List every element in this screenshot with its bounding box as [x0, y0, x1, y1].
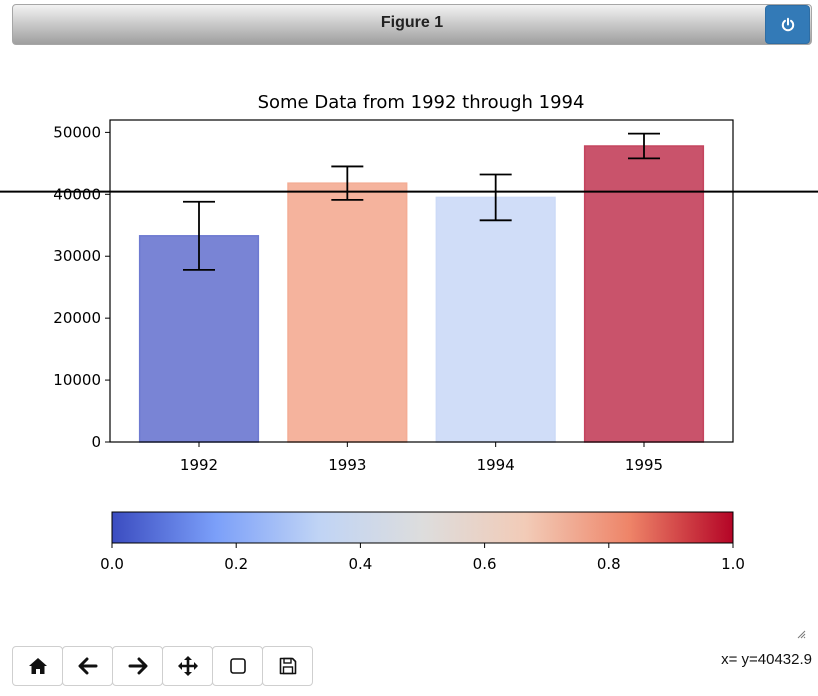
back-button[interactable] — [62, 646, 113, 686]
figure-title: Figure 1 — [380, 14, 444, 31]
colorbar-tick-label: 0.2 — [224, 555, 248, 573]
y-tick-label: 10000 — [53, 371, 101, 389]
bar-1993 — [287, 182, 408, 443]
colorbar-tick-label: 0.0 — [100, 555, 124, 573]
zoom-rect-icon — [229, 658, 246, 674]
save-icon — [279, 657, 296, 675]
colorbar — [111, 511, 734, 544]
arrow-left-icon — [78, 657, 97, 675]
error-bar-1995 — [628, 132, 660, 160]
forward-button[interactable] — [112, 646, 163, 686]
y-tick-label: 0 — [91, 433, 101, 451]
arrow-right-icon — [128, 657, 147, 675]
colorbar-tick-label: 0.4 — [348, 555, 372, 573]
pan-button[interactable] — [162, 646, 213, 686]
home-button[interactable] — [12, 646, 63, 686]
y-tick-label: 50000 — [53, 123, 101, 141]
x-tick-label: 1992 — [180, 456, 218, 474]
bar-1995 — [583, 145, 705, 443]
x-tick-label: 1994 — [477, 456, 515, 474]
move-icon — [177, 656, 198, 676]
chart-title: Some Data from 1992 through 1994 — [258, 92, 585, 113]
error-bar-1992 — [183, 200, 215, 271]
navigation-toolbar — [12, 646, 313, 686]
home-icon — [28, 658, 47, 674]
y-tick-label: 20000 — [53, 309, 101, 327]
colorbar-tick-label: 0.6 — [473, 555, 497, 573]
cursor-readout: x= y=40432.9 — [721, 651, 812, 668]
colorbar-tick-label: 1.0 — [721, 555, 745, 573]
figure-titlebar: Figure 1 — [12, 4, 812, 45]
x-tick-label: 1993 — [328, 456, 366, 474]
error-bar-1993 — [331, 165, 364, 201]
y-tick-label: 30000 — [53, 247, 101, 265]
save-button[interactable] — [262, 646, 313, 686]
colorbar-tick-label: 0.8 — [597, 555, 621, 573]
y-tick-label: 40000 — [53, 185, 101, 203]
close-figure-button[interactable] — [765, 5, 810, 44]
power-icon — [781, 17, 794, 31]
zoom-button[interactable] — [212, 646, 263, 686]
error-bar-1994 — [479, 173, 512, 222]
plot-area-frame — [109, 119, 734, 443]
bar-1994 — [435, 196, 556, 443]
x-tick-label: 1995 — [625, 456, 663, 474]
resize-handle-icon[interactable] — [796, 629, 806, 639]
